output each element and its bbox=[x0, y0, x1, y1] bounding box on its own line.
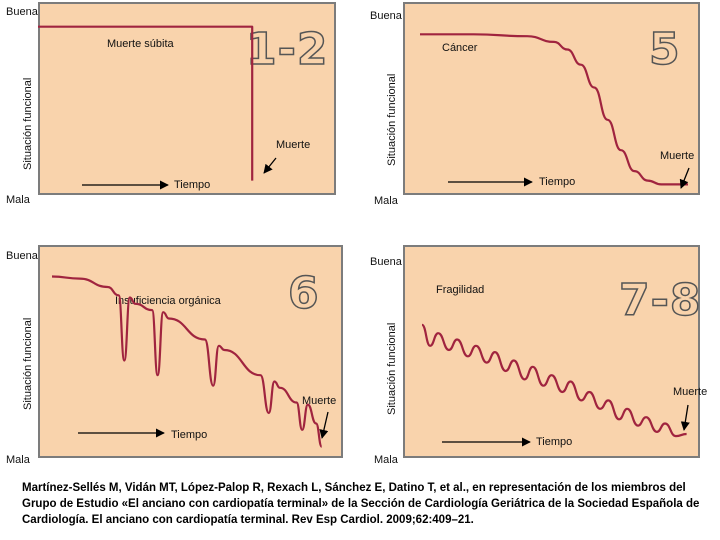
series-title: Muerte súbita bbox=[107, 38, 174, 50]
badge-number: 1-2 bbox=[245, 23, 329, 76]
series-line bbox=[420, 33, 688, 186]
series-title: Cáncer bbox=[442, 42, 478, 54]
plot-area bbox=[38, 2, 336, 195]
end-label: Muerte bbox=[276, 139, 311, 151]
y-bottom-label: Mala bbox=[374, 195, 398, 207]
y-bottom-label: Mala bbox=[6, 194, 30, 206]
y-top-label: Buena bbox=[6, 6, 38, 18]
death-arrow bbox=[680, 404, 690, 431]
end-label: Muerte bbox=[302, 395, 337, 407]
y-top-label: Buena bbox=[370, 10, 402, 22]
end-label: Muerte bbox=[673, 386, 708, 398]
series-title: Fragilidad bbox=[436, 284, 485, 296]
x-axis-label: Tiempo bbox=[536, 436, 573, 448]
citation-caption: Martínez-Sellés M, Vidán MT, López-Palop… bbox=[22, 482, 700, 526]
y-bottom-label: Mala bbox=[374, 454, 398, 466]
x-axis-label: Tiempo bbox=[171, 429, 208, 441]
series-title: Insuficiencia orgánica bbox=[115, 295, 221, 307]
end-label: Muerte bbox=[660, 150, 695, 162]
series-line bbox=[51, 275, 323, 448]
series-line bbox=[421, 323, 687, 438]
plot-area bbox=[403, 2, 700, 195]
x-axis-label: Tiempo bbox=[539, 176, 576, 188]
badge-number: 6 bbox=[287, 267, 320, 320]
death-arrow bbox=[319, 411, 329, 439]
y-top-label: Buena bbox=[6, 250, 38, 262]
series-line bbox=[38, 25, 254, 181]
death-arrow bbox=[263, 157, 277, 174]
badge-number: 5 bbox=[648, 23, 681, 76]
death-arrow bbox=[679, 167, 690, 189]
x-axis-label: Tiempo bbox=[174, 179, 211, 191]
badge-number: 7-8 bbox=[618, 274, 702, 327]
y-top-label: Buena bbox=[370, 256, 402, 268]
y-bottom-label: Mala bbox=[6, 454, 30, 466]
